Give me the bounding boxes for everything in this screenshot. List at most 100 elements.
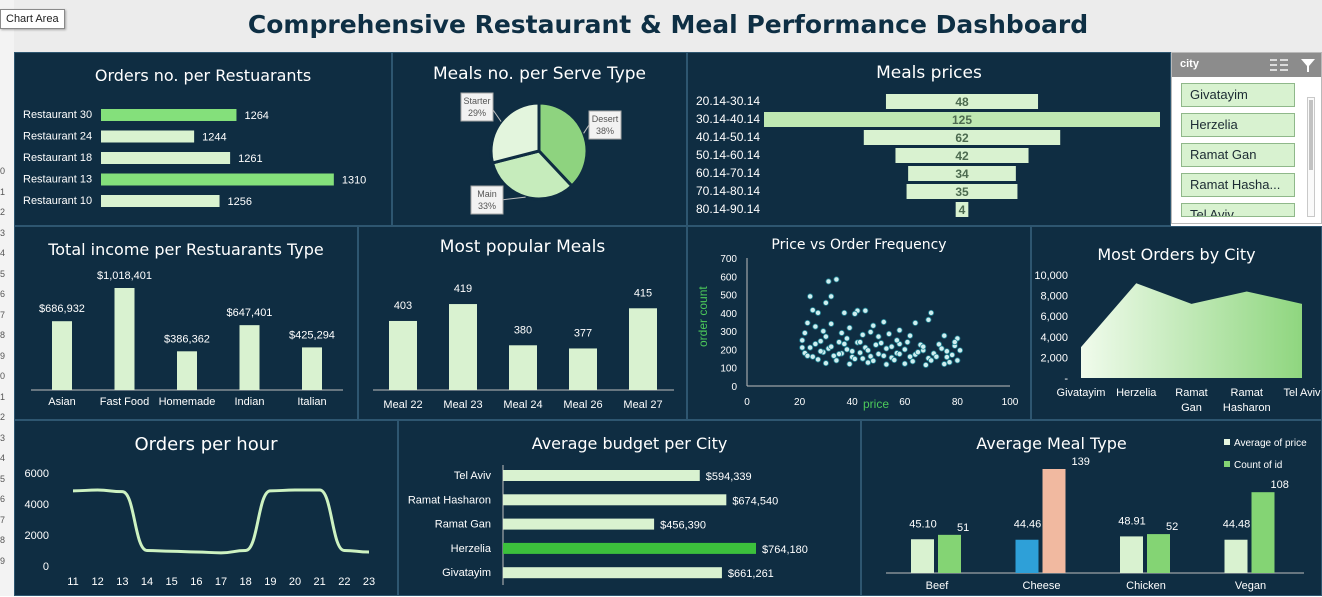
scatter-point [841,309,848,316]
row-number: 4 [0,248,6,258]
scatter-point [825,278,832,285]
x-tick-label: Hasharon [1223,402,1271,414]
data-label: 51 [957,522,969,534]
leader-line [583,124,590,134]
bar [503,470,700,481]
scatter-point [833,276,840,283]
slice-percent: 29% [468,108,486,118]
multi-select-icon[interactable] [1268,57,1290,73]
x-tick-label: 17 [215,576,227,588]
y-tick-label: 10,000 [1034,270,1068,282]
y-tick-label: 200 [720,345,737,356]
bar [101,173,334,186]
row-number: 0 [0,371,6,381]
data-label: 48.91 [1118,515,1146,527]
scatter-point [836,351,843,358]
category-label: Meal 27 [623,399,662,411]
scatter-point [851,310,858,317]
x-tick-label: 15 [166,576,178,588]
category-label: Restaurant 13 [23,174,92,186]
income-per-type-panel[interactable]: Total income per Restuarants Type $686,9… [14,226,358,420]
bar [885,94,1039,109]
y-tick-label: 4000 [25,499,49,511]
scatter-point [817,338,824,345]
scatter-point [867,329,874,336]
popular-meals-chart: 403 Meal 22 419 Meal 23 380 Meal 24 377 Meal 26… [373,283,674,411]
orders-per-hour-panel[interactable]: Orders per hour 0 2000 4000 6000 11 12 13 14 15 1… [14,420,398,596]
chart-area-tooltip: Chart Area [0,9,65,29]
row-number: 1 [0,186,6,197]
bar [906,184,1018,199]
scatter-point [833,357,840,364]
scatter-point [859,331,866,338]
meals-per-serve-type-panel[interactable]: Meals no. per Serve Type Desert 38% Main 33… [392,52,687,226]
x-tick-label: 21 [314,576,326,588]
category-label: Herzelia [451,543,492,555]
scatter-point [859,355,866,362]
category-label: 50.14-60.14 [696,148,760,162]
chart-title: Meals prices [876,63,982,83]
city-slicer[interactable]: city Givatayim Herzelia Ramat Gan Ramat … [1171,52,1322,224]
scatter-point [820,328,827,335]
bar [101,195,220,207]
category-label: 30.14-40.14 [696,112,760,126]
clear-filter-icon[interactable] [1300,57,1316,73]
bar [863,130,1061,145]
x-tick-label: Givatayim [1057,387,1106,399]
data-label: 1256 [228,196,252,208]
data-label: $661,261 [728,568,774,580]
popular-meals-panel[interactable]: Most popular Meals 403 Meal 22 419 Meal 23 3… [358,226,687,420]
data-label: 42 [955,149,969,163]
bar [449,304,477,390]
scatter-point [920,343,927,350]
chart-title: Orders per hour [134,434,278,455]
data-label: 1310 [342,175,366,187]
bar [764,112,1160,127]
category-label: Homemade [159,396,216,408]
category-label: 40.14-50.14 [696,130,760,144]
slicer-item-ramat-hasharon[interactable]: Ramat Hasha... [1181,173,1295,197]
slicer-item-herzelia[interactable]: Herzelia [1181,113,1295,137]
bar-count-id [1251,492,1275,573]
scatter-point [951,339,958,346]
slicer-item-givatayim[interactable]: Givatayim [1181,83,1295,107]
bar [177,351,197,390]
x-tick-label: 11 [67,576,78,588]
scatter-point [888,343,895,350]
slicer-scrollbar[interactable] [1307,97,1315,217]
row-number: 5 [0,268,6,279]
data-label: 35 [955,185,969,199]
avg-meal-type-panel[interactable]: Average Meal Type 45.10 51 Beef 44.46 139 Che… [861,420,1322,596]
scatter-point [880,319,887,326]
scatter-point [949,351,956,358]
slicer-item-tel-aviv[interactable]: Tel Aviv [1181,203,1295,217]
scatter-point [896,351,903,358]
slice-label-box [460,92,494,122]
y-tick-label: - [1064,373,1068,385]
legend-label: Average of price [1234,438,1307,449]
scatter-point [943,348,950,355]
bar [101,152,231,164]
scatter-point [815,309,822,316]
scatter-point [883,361,890,368]
data-label: 380 [514,324,532,336]
meals-prices-panel[interactable]: Meals prices 20.14-30.14 48 30.14-40.14 125… [687,52,1171,226]
bar [629,308,657,390]
category-label: Ramat Hasharon [408,494,491,506]
slicer-item-ramat-gan[interactable]: Ramat Gan [1181,143,1295,167]
orders-by-city-panel[interactable]: Most Orders by City - 2,000 4,000 6,000 8,00… [1031,226,1322,420]
price-vs-order-panel[interactable]: Price vs Order Frequency 0 100 200 300 400 50… [687,226,1031,420]
scatter-point [941,332,948,339]
scatter-point [822,299,829,306]
x-tick-label: 19 [264,576,276,588]
data-label: 34 [955,167,969,181]
slicer-scroll-thumb[interactable] [1309,100,1313,170]
income-per-type-chart: $686,932 Asian $1,018,401 Fast Food $386,362… [31,270,343,408]
row-number: 3 [0,432,6,443]
y-tick-label: 0 [43,561,49,573]
row-number: 8 [0,330,6,340]
avg-budget-city-panel[interactable]: Average budget per City Tel Aviv $594,339… [398,420,861,596]
orders-per-restaurant-panel[interactable]: Orders no. per Restuarants Restaurant 30… [14,52,392,226]
data-label: $647,401 [227,307,273,319]
chart-title: Total income per Restuarants Type [48,240,324,259]
